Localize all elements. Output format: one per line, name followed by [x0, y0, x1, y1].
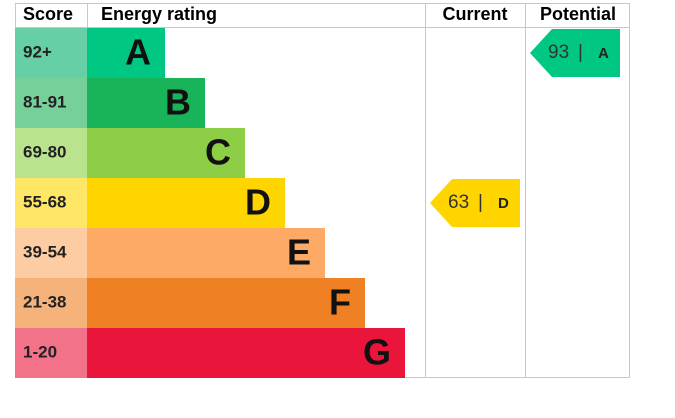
score-cell	[15, 78, 87, 128]
potential-letter: A	[598, 45, 609, 62]
score-cell	[15, 278, 87, 328]
current-letter: D	[498, 195, 509, 212]
score-label: 39-54	[23, 242, 67, 261]
score-label: 21-38	[23, 292, 66, 311]
rating-letter: F	[329, 282, 351, 323]
rating-bar	[87, 178, 285, 228]
rating-bar	[87, 278, 365, 328]
rating-letter: A	[125, 32, 151, 73]
score-label: 81-91	[23, 92, 66, 111]
score-cell	[15, 128, 87, 178]
current-value: 63	[448, 192, 469, 213]
score-cell	[15, 178, 87, 228]
score-cell	[15, 28, 87, 78]
rating-bar	[87, 328, 405, 378]
potential-value: 93	[548, 42, 569, 63]
score-label: 92+	[23, 42, 52, 61]
header-score: Score	[23, 4, 73, 24]
score-label: 1-20	[23, 342, 57, 361]
header-potential: Potential	[540, 4, 616, 24]
rating-letter: C	[205, 132, 231, 173]
potential-arrow	[530, 29, 620, 77]
header-current: Current	[442, 4, 507, 24]
score-label: 69-80	[23, 142, 66, 161]
rating-bar	[87, 28, 165, 78]
rating-letter: G	[363, 332, 391, 373]
score-cell	[15, 328, 87, 378]
rating-bar	[87, 78, 205, 128]
current-separator: |	[478, 192, 483, 213]
header-rating: Energy rating	[101, 4, 217, 24]
rating-letter: D	[245, 182, 271, 223]
score-label: 55-68	[23, 192, 66, 211]
potential-separator: |	[578, 42, 583, 63]
rating-bar	[87, 128, 245, 178]
score-cell	[15, 228, 87, 278]
rating-letter: E	[287, 232, 311, 273]
rating-letter: B	[165, 82, 191, 123]
current-arrow	[430, 179, 520, 227]
rating-bar	[87, 228, 325, 278]
